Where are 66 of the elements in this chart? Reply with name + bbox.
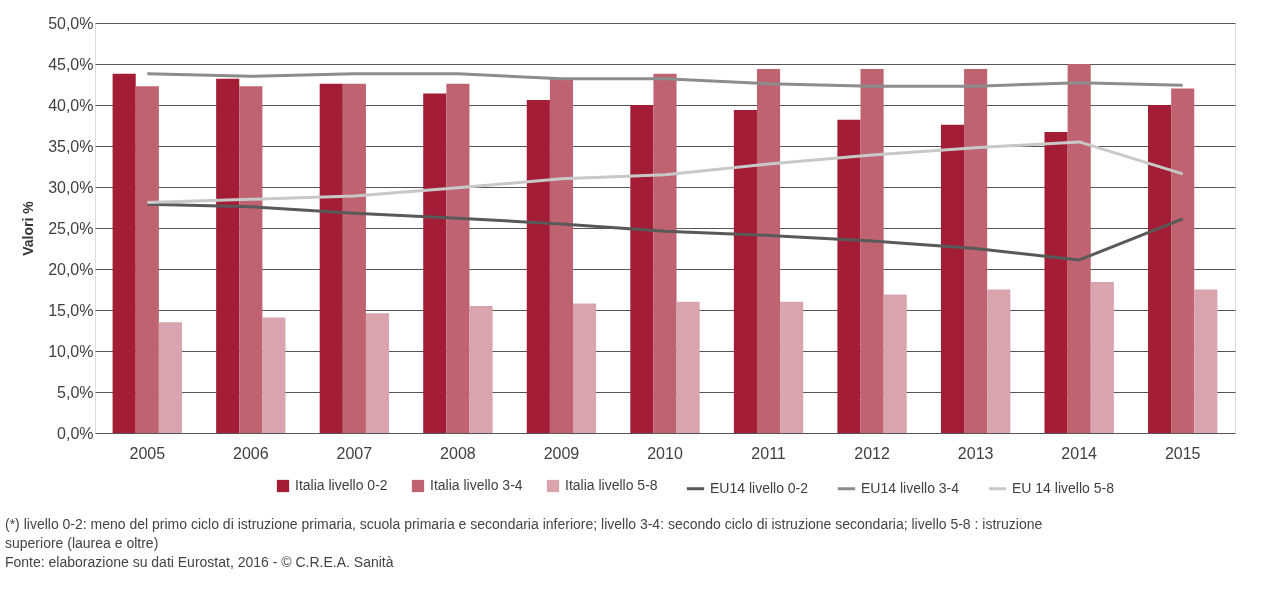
y-tick-label: 40,0% xyxy=(48,96,94,114)
bar xyxy=(940,124,965,433)
line-series xyxy=(145,140,1185,205)
y-tick-label: 15,0% xyxy=(48,301,94,319)
legend-label: EU 14 livello 5-8 xyxy=(1012,479,1115,496)
legend-label: Italia livello 3-4 xyxy=(430,477,523,493)
bar xyxy=(573,303,597,433)
bar xyxy=(780,301,804,433)
x-tick-label: 2015 xyxy=(1164,444,1201,462)
bar xyxy=(319,83,343,433)
bar xyxy=(469,305,493,433)
bar xyxy=(262,317,286,433)
y-tick-label: 45,0% xyxy=(48,55,94,73)
bar xyxy=(630,105,654,433)
bar xyxy=(733,109,757,433)
y-tick-label: 5,0% xyxy=(57,383,94,401)
bar xyxy=(549,78,574,433)
y-tick-label: 50,0% xyxy=(48,14,94,32)
bar xyxy=(1090,282,1114,433)
legend-label: EU14 livello 0-2 xyxy=(710,479,809,496)
source-note: Fonte: elaborazione su dati Eurostat, 2016 - © C.R.E.A. Sanità xyxy=(5,554,394,570)
bar xyxy=(883,294,907,433)
bar xyxy=(837,119,861,433)
bar xyxy=(526,100,550,433)
x-tick-label: 2009 xyxy=(543,444,580,462)
bar xyxy=(860,68,884,433)
legend-label: Italia livello 5-8 xyxy=(565,477,658,493)
y-axis-title: Valori % xyxy=(20,200,37,256)
legend-label: EU14 livello 3-4 xyxy=(861,479,960,496)
bar xyxy=(423,93,447,433)
x-tick-label: 2005 xyxy=(129,444,166,462)
bar xyxy=(365,313,390,433)
legend-label: Italia livello 0-2 xyxy=(295,477,388,493)
bar xyxy=(112,73,136,433)
bar xyxy=(135,86,159,433)
x-tick-label: 2008 xyxy=(440,444,476,462)
bar xyxy=(1194,289,1218,433)
y-tick-label: 20,0% xyxy=(48,260,94,278)
x-tick-label: 2011 xyxy=(751,444,786,462)
bar xyxy=(446,83,470,433)
bar xyxy=(239,86,263,433)
line-series xyxy=(145,72,1185,88)
text: (*) livello 0-2: meno del primo ciclo di istruzione primaria, scuola primaria e secondaria inferiore; livello 3-4: secondo ciclo di istruzione secondaria; livello 5-8 : istruzione superiore (laurea e oltre) xyxy=(5,516,1043,551)
x-tick-label: 2013 xyxy=(957,444,994,462)
bar xyxy=(1067,64,1091,433)
x-tick-label: 2014 xyxy=(1061,444,1098,462)
bar xyxy=(987,289,1011,433)
bar xyxy=(342,83,366,433)
x-tick-label: 2007 xyxy=(336,444,373,462)
bar xyxy=(1044,132,1068,433)
y-tick-label: 30,0% xyxy=(48,178,94,196)
bar xyxy=(158,322,182,433)
x-tick-label: 2010 xyxy=(647,444,683,462)
x-tick-label: 2006 xyxy=(233,444,269,462)
bar xyxy=(216,78,240,433)
y-tick-label: 35,0% xyxy=(48,137,94,155)
bar xyxy=(676,301,700,433)
bar xyxy=(653,73,677,433)
y-tick-label: 10,0% xyxy=(48,342,94,360)
bar xyxy=(964,68,988,433)
bar xyxy=(1148,105,1172,433)
y-tick-label: 0,0% xyxy=(57,424,94,442)
bar xyxy=(1171,88,1195,433)
y-tick-label: 25,0% xyxy=(48,219,94,237)
bar xyxy=(756,68,781,433)
x-tick-label: 2012 xyxy=(854,444,890,462)
